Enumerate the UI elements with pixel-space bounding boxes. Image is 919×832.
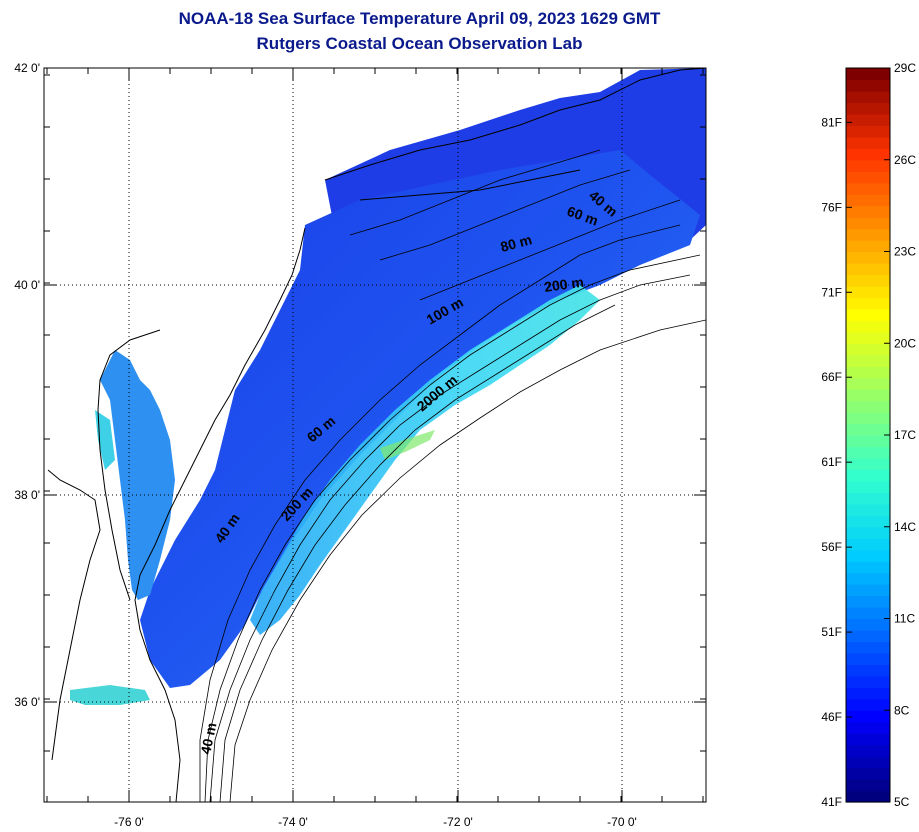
sst-chesapeake-tributary xyxy=(95,410,115,470)
lon-tick-labels: -76 0' -74 0' -72 0' -70 0' xyxy=(114,815,637,829)
lat-label-38: 38 0' xyxy=(14,488,40,502)
lat-label-42: 42 0' xyxy=(14,61,40,75)
lat-tick-labels: 42 0' 40 0' 38 0' 36 0' xyxy=(14,61,40,709)
lat-label-40: 40 0' xyxy=(14,278,40,292)
contour-label-200m-north: 200 m xyxy=(543,274,585,295)
sst-pamlico xyxy=(70,685,150,705)
sst-slope-waters xyxy=(250,285,600,635)
lon-label-70: -70 0' xyxy=(607,815,637,829)
chart-subtitle: Rutgers Coastal Ocean Observation Lab xyxy=(256,34,583,53)
axis-ticks xyxy=(44,68,706,802)
contour-label-40m-south: 40 m xyxy=(197,721,219,756)
bathymetry-contours xyxy=(199,149,706,802)
cloud-patch xyxy=(400,300,706,802)
lon-label-74: -74 0' xyxy=(278,815,308,829)
sst-chesapeake xyxy=(100,350,175,600)
lat-label-36: 36 0' xyxy=(14,695,40,709)
lon-label-76: -76 0' xyxy=(114,815,144,829)
contour-label-80m: 80 m xyxy=(499,231,534,255)
chart-title: NOAA-18 Sea Surface Temperature April 09… xyxy=(178,9,661,28)
coastline xyxy=(47,68,706,802)
lon-label-72: -72 0' xyxy=(443,815,473,829)
sst-warm-streak xyxy=(380,430,435,460)
